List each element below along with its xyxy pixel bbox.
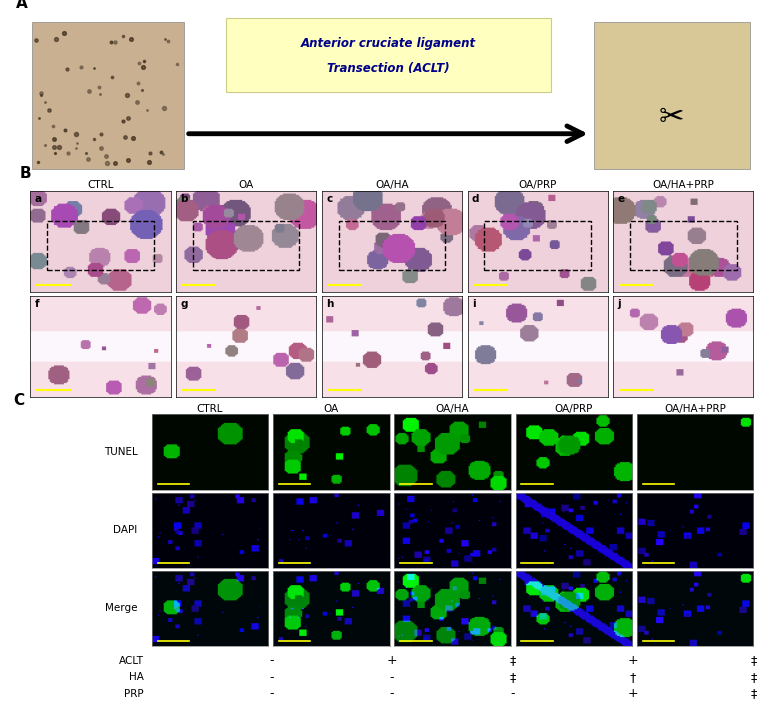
Title: OA/PRP: OA/PRP — [518, 180, 557, 191]
Text: -: - — [269, 671, 274, 684]
Text: -: - — [390, 687, 394, 700]
Text: j: j — [617, 299, 621, 309]
Text: h: h — [326, 299, 333, 309]
FancyBboxPatch shape — [32, 22, 183, 169]
Title: OA/HA: OA/HA — [375, 180, 409, 191]
Text: Transection (ACLT): Transection (ACLT) — [327, 62, 450, 75]
Text: -: - — [510, 687, 514, 700]
Text: TUNEL: TUNEL — [104, 447, 138, 457]
Text: DAPI: DAPI — [113, 526, 138, 535]
Text: ACLT: ACLT — [119, 656, 144, 666]
Bar — [193, 221, 299, 270]
Title: CTRL: CTRL — [197, 403, 223, 413]
Text: d: d — [472, 194, 479, 204]
Text: Anterior cruciate ligament: Anterior cruciate ligament — [301, 37, 476, 50]
Text: +: + — [387, 654, 397, 667]
FancyBboxPatch shape — [225, 17, 551, 92]
Text: HA: HA — [129, 672, 144, 682]
Text: c: c — [326, 194, 333, 204]
Bar — [47, 221, 154, 270]
Title: OA/HA+PRP: OA/HA+PRP — [652, 180, 715, 191]
Text: ‡: ‡ — [509, 671, 516, 684]
Title: OA: OA — [239, 180, 254, 191]
Title: OA/HA+PRP: OA/HA+PRP — [664, 403, 726, 413]
Text: +: + — [628, 654, 638, 667]
FancyBboxPatch shape — [594, 22, 750, 169]
Bar — [630, 221, 737, 270]
Title: CTRL: CTRL — [88, 180, 113, 191]
Text: PRP: PRP — [124, 689, 144, 699]
Text: A: A — [16, 0, 27, 12]
Text: -: - — [269, 654, 274, 667]
Text: f: f — [35, 299, 40, 309]
Text: C: C — [13, 393, 24, 408]
Title: OA/HA: OA/HA — [436, 403, 470, 413]
Text: B: B — [19, 166, 31, 180]
Text: +: + — [628, 687, 638, 700]
Text: ‡: ‡ — [750, 654, 756, 667]
Text: b: b — [180, 194, 188, 204]
Text: e: e — [617, 194, 625, 204]
Text: ‡: ‡ — [509, 654, 516, 667]
Text: †: † — [629, 671, 636, 684]
Text: -: - — [269, 687, 274, 700]
Bar — [485, 221, 591, 270]
Text: g: g — [180, 299, 188, 309]
Text: i: i — [472, 299, 476, 309]
Title: OA: OA — [323, 403, 339, 413]
Text: Merge: Merge — [105, 603, 138, 613]
Title: OA/PRP: OA/PRP — [555, 403, 593, 413]
Text: ‡: ‡ — [750, 671, 756, 684]
Text: -: - — [390, 671, 394, 684]
Text: ‡: ‡ — [750, 687, 756, 700]
Text: a: a — [35, 194, 42, 204]
Text: ✂: ✂ — [659, 104, 684, 132]
Bar — [339, 221, 445, 270]
